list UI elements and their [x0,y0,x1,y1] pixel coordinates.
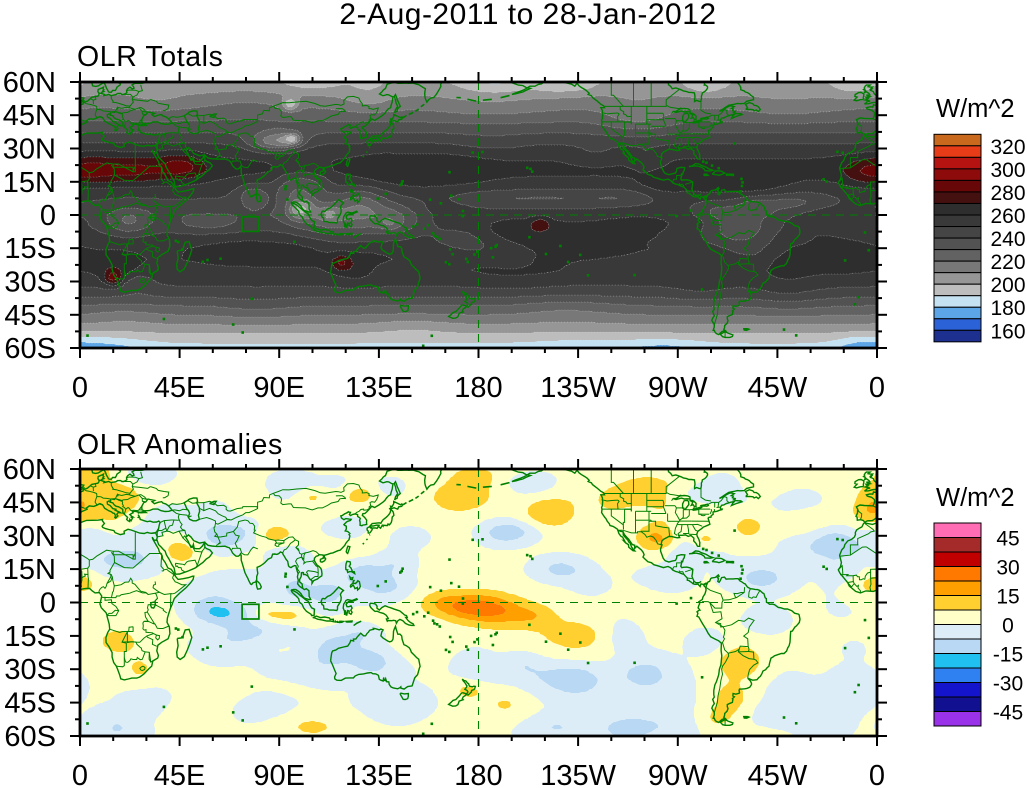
svg-text:30N: 30N [3,134,56,166]
svg-text:OLR Totals: OLR Totals [77,41,223,73]
svg-text:2-Aug-2011 to 28-Jan-2012: 2-Aug-2011 to 28-Jan-2012 [339,0,716,31]
svg-text:90E: 90E [253,760,305,788]
svg-text:45: 45 [996,528,1019,551]
svg-text:180: 180 [990,297,1025,320]
svg-text:90W: 90W [648,760,708,788]
svg-text:0: 0 [72,372,88,404]
svg-text:45N: 45N [3,487,56,519]
svg-text:45N: 45N [3,100,56,132]
svg-text:-45: -45 [993,702,1023,725]
svg-text:60S: 60S [4,333,56,365]
svg-text:0: 0 [869,372,885,404]
svg-text:180: 180 [454,760,502,788]
svg-text:220: 220 [990,251,1025,274]
svg-text:45S: 45S [4,688,56,720]
svg-text:320: 320 [990,136,1025,159]
svg-text:OLR Anomalies: OLR Anomalies [77,429,283,461]
svg-text:0: 0 [869,760,885,788]
svg-text:0: 0 [1002,615,1014,638]
svg-text:30N: 30N [3,521,56,553]
svg-text:240: 240 [990,228,1025,251]
svg-text:0: 0 [72,760,88,788]
svg-text:60S: 60S [4,721,56,753]
svg-text:180: 180 [454,372,502,404]
svg-text:0: 0 [40,588,56,620]
svg-text:135E: 135E [345,372,413,404]
svg-text:15S: 15S [4,621,56,653]
svg-text:45E: 45E [154,760,206,788]
svg-text:160: 160 [990,320,1025,343]
svg-text:30: 30 [996,557,1019,580]
svg-text:15N: 15N [3,554,56,586]
svg-text:300: 300 [990,159,1025,182]
svg-text:15: 15 [996,586,1019,609]
svg-text:200: 200 [990,274,1025,297]
svg-text:30S: 30S [4,267,56,299]
svg-text:280: 280 [990,182,1025,205]
svg-text:60N: 60N [3,67,56,99]
svg-text:45W: 45W [748,760,808,788]
svg-text:W/m^2: W/m^2 [936,95,1015,123]
svg-text:30S: 30S [4,654,56,686]
svg-text:135W: 135W [540,760,616,788]
svg-text:135W: 135W [540,372,616,404]
svg-text:260: 260 [990,205,1025,228]
svg-text:90W: 90W [648,372,708,404]
svg-text:0: 0 [40,200,56,232]
svg-text:45E: 45E [154,372,206,404]
svg-text:W/m^2: W/m^2 [936,484,1015,512]
svg-text:135E: 135E [345,760,413,788]
svg-text:90E: 90E [253,372,305,404]
svg-text:15N: 15N [3,167,56,199]
svg-text:-30: -30 [993,673,1023,696]
svg-text:45S: 45S [4,300,56,332]
svg-text:-15: -15 [993,644,1023,667]
svg-text:15S: 15S [4,233,56,265]
svg-text:60N: 60N [3,454,56,486]
svg-text:45W: 45W [748,372,808,404]
